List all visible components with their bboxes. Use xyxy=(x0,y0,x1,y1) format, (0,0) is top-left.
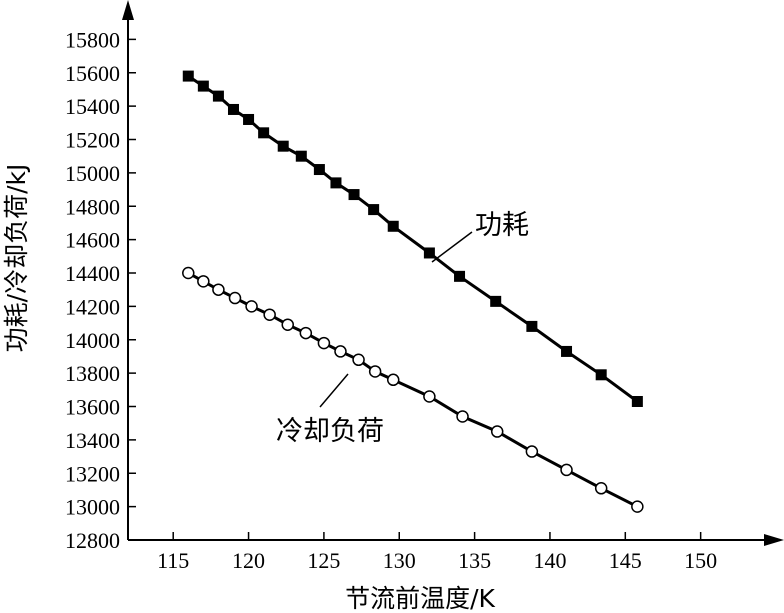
y-tick-label: 15000 xyxy=(65,161,120,186)
y-tick-label: 15200 xyxy=(65,128,120,153)
y-tick-label: 14200 xyxy=(65,294,120,319)
y-tick-label: 15400 xyxy=(65,94,120,119)
data-point-cooling xyxy=(299,326,313,340)
x-axis-arrow xyxy=(764,534,784,546)
data-point-cooling xyxy=(525,445,539,458)
x-tick-label: 145 xyxy=(609,548,642,573)
y-tick-label: 13200 xyxy=(65,461,120,486)
data-point-power xyxy=(561,345,573,357)
data-point-cooling xyxy=(490,425,504,438)
y-tick-label: 13600 xyxy=(65,395,120,420)
y-tick-label: 12800 xyxy=(65,528,120,553)
y-tick-label: 13800 xyxy=(65,361,120,386)
y-tick-label: 14600 xyxy=(65,228,120,253)
x-tick-label: 125 xyxy=(307,548,340,573)
data-point-power xyxy=(387,220,399,232)
data-point-cooling xyxy=(386,373,400,387)
x-tick-label: 135 xyxy=(458,548,491,573)
y-ticks: 12800 13000 13200 13400 13600 13800 14000 14200… xyxy=(65,27,136,553)
y-tick-label: 13400 xyxy=(65,428,120,453)
data-point-cooling xyxy=(317,336,331,350)
y-axis-title: 功耗/冷却负荷/kJ xyxy=(2,164,31,353)
annotation-leader-cooling xyxy=(319,373,349,408)
data-point-cooling xyxy=(352,353,365,367)
annotation-cooling: 冷却负荷 xyxy=(276,416,384,447)
data-point-cooling xyxy=(245,300,258,313)
data-point-cooling xyxy=(182,266,195,280)
data-point-cooling xyxy=(423,390,436,403)
data-point-power xyxy=(330,177,342,189)
y-tick-label: 15800 xyxy=(65,27,120,52)
data-point-power xyxy=(490,295,502,307)
data-point-power xyxy=(182,70,194,82)
y-tick-label: 13000 xyxy=(65,495,120,520)
data-point-power xyxy=(295,150,307,162)
data-point-cooling xyxy=(263,308,276,321)
y-tick-label: 14000 xyxy=(65,328,120,353)
data-point-cooling xyxy=(212,283,225,296)
data-point-power xyxy=(277,140,289,152)
data-point-cooling xyxy=(228,291,242,305)
data-point-power xyxy=(348,189,360,201)
data-point-power xyxy=(197,80,209,92)
y-tick-label: 15600 xyxy=(65,61,120,86)
data-point-power xyxy=(595,369,607,381)
y-axis-arrow xyxy=(122,0,134,20)
data-point-cooling xyxy=(631,500,644,513)
data-point-power xyxy=(368,204,380,216)
x-tick-label: 140 xyxy=(533,548,566,573)
data-point-power xyxy=(631,395,643,407)
data-point-power xyxy=(313,164,325,176)
x-ticks: 115 120 125 130 135 140 145 150 xyxy=(157,532,717,573)
data-point-cooling xyxy=(456,410,469,423)
x-tick-label: 130 xyxy=(383,548,416,573)
series-layer xyxy=(182,70,644,513)
data-point-cooling xyxy=(281,318,294,331)
data-point-power xyxy=(258,127,270,139)
data-point-power xyxy=(227,103,239,115)
data-point-cooling xyxy=(368,365,382,378)
x-tick-label: 120 xyxy=(232,548,265,573)
annotation-leader-power xyxy=(431,231,473,263)
data-point-cooling xyxy=(560,463,573,477)
x-tick-label: 150 xyxy=(684,548,717,573)
data-point-power xyxy=(423,247,435,259)
data-point-power xyxy=(212,90,224,102)
annotation-power: 功耗 xyxy=(475,210,529,241)
y-tick-label: 14400 xyxy=(65,261,120,286)
data-point-cooling xyxy=(334,345,347,358)
y-tick-label: 14800 xyxy=(65,194,120,219)
data-point-cooling xyxy=(594,482,608,495)
x-tick-label: 115 xyxy=(157,548,189,573)
data-point-power xyxy=(454,270,466,282)
data-point-power xyxy=(243,113,255,125)
x-axis-title: 节流前温度/K xyxy=(345,584,495,613)
data-point-power xyxy=(526,320,538,332)
data-point-cooling xyxy=(197,275,210,288)
